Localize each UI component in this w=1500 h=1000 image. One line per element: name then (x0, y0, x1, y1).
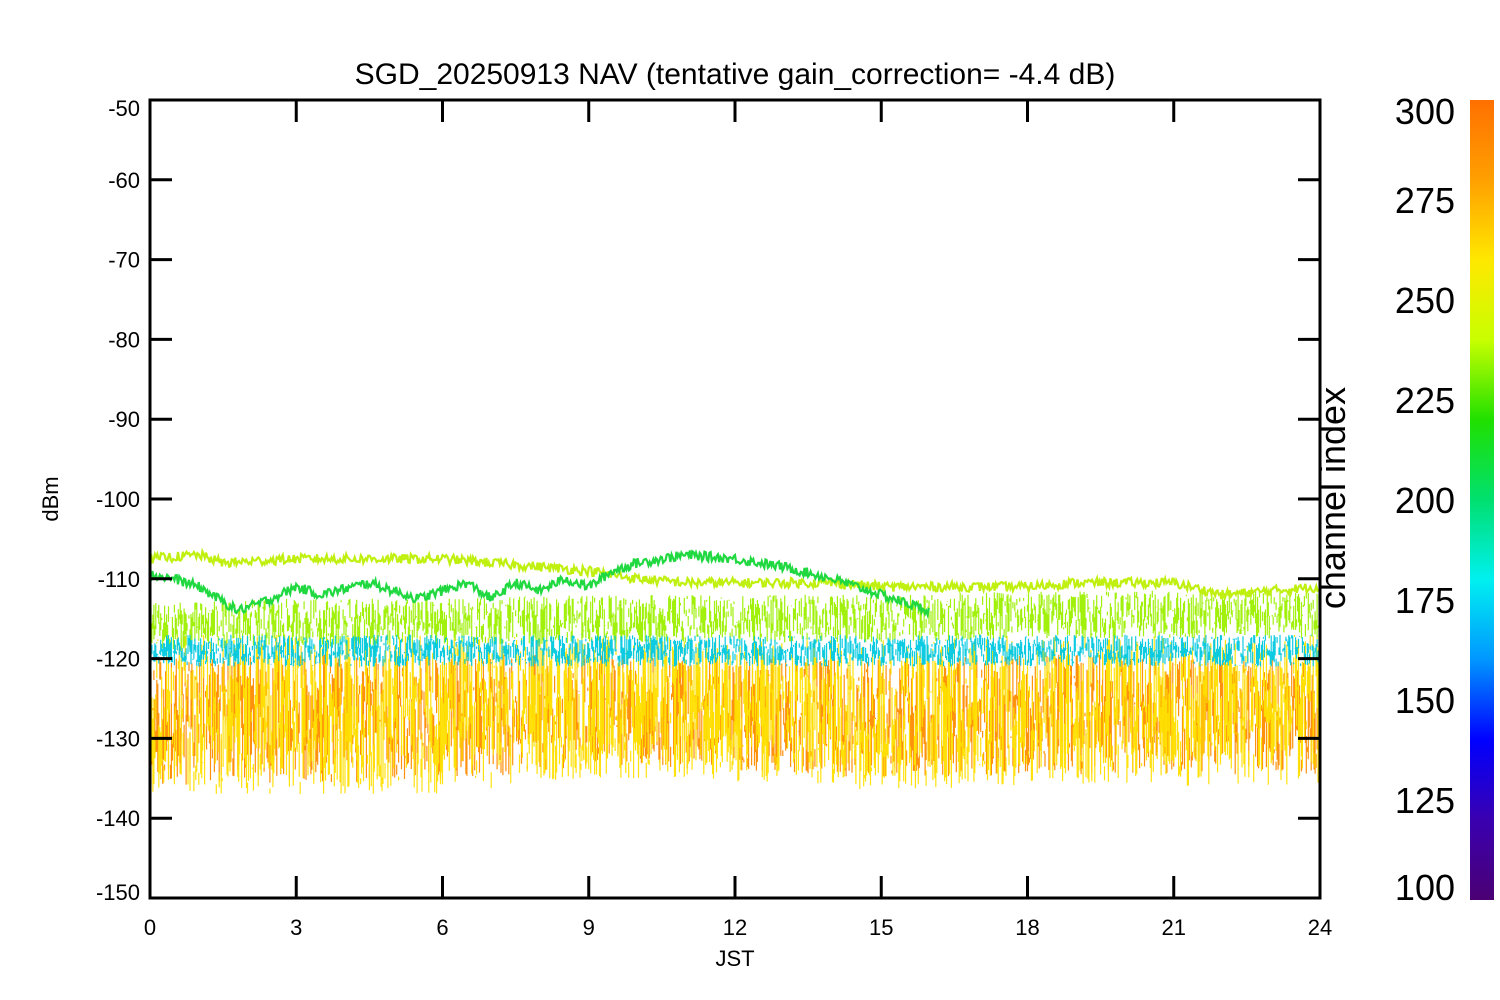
colorbar-tick-label: 100 (1395, 867, 1455, 908)
y-tick-label: -80 (108, 327, 140, 352)
y-axis-label: dBm (38, 476, 63, 521)
colorbar-label: channel index (1312, 387, 1353, 609)
x-tick-label: 21 (1162, 915, 1186, 940)
y-tick-label: -50 (108, 96, 140, 121)
y-tick-label: -120 (96, 647, 140, 672)
series-band-1 (151, 634, 1319, 795)
x-tick-label: 6 (436, 915, 448, 940)
y-tick-label: -110 (98, 567, 140, 592)
colorbar-tick-label: 225 (1395, 380, 1455, 421)
colorbar (1470, 100, 1494, 900)
y-tick-label: -100 (96, 487, 140, 512)
x-tick-label: 3 (290, 915, 302, 940)
x-tick-label: 15 (869, 915, 893, 940)
colorbar-tick-label: 200 (1395, 480, 1455, 521)
series-band-2 (151, 590, 1319, 650)
plot-data (151, 547, 1319, 795)
colorbar-tick-label: 175 (1395, 580, 1455, 621)
series-line-4 (151, 547, 1319, 600)
colorbar-tick-label: 300 (1395, 91, 1455, 132)
y-tick-label: -140 (96, 806, 140, 831)
y-tick-label: -90 (108, 407, 140, 432)
x-tick-label: 24 (1308, 915, 1332, 940)
x-tick-label: 18 (1015, 915, 1039, 940)
series-band-3 (151, 634, 1319, 667)
colorbar-tick-label: 125 (1395, 780, 1455, 821)
y-tick-label: -130 (96, 726, 140, 751)
y-tick-label: -70 (108, 248, 140, 273)
colorbar-tick-label: 275 (1395, 180, 1455, 221)
colorbar-tick-label: 250 (1395, 280, 1455, 321)
axis-ticks: 0 3 6 9 12 15 18 21 24 -50 -60 -70 -80 -90 -100 -110 -12… (96, 96, 1332, 940)
colorbar-tick-label: 150 (1395, 680, 1455, 721)
y-tick-label: -150 (96, 880, 140, 905)
x-tick-label: 9 (583, 915, 595, 940)
chart-title: SGD_20250913 NAV (tentative gain_correct… (355, 58, 1116, 91)
x-tick-label: 0 (144, 915, 156, 940)
x-axis-label: JST (715, 946, 754, 971)
y-tick-label: -60 (108, 168, 140, 193)
series-line-5 (151, 548, 930, 620)
x-tick-label: 12 (723, 915, 747, 940)
